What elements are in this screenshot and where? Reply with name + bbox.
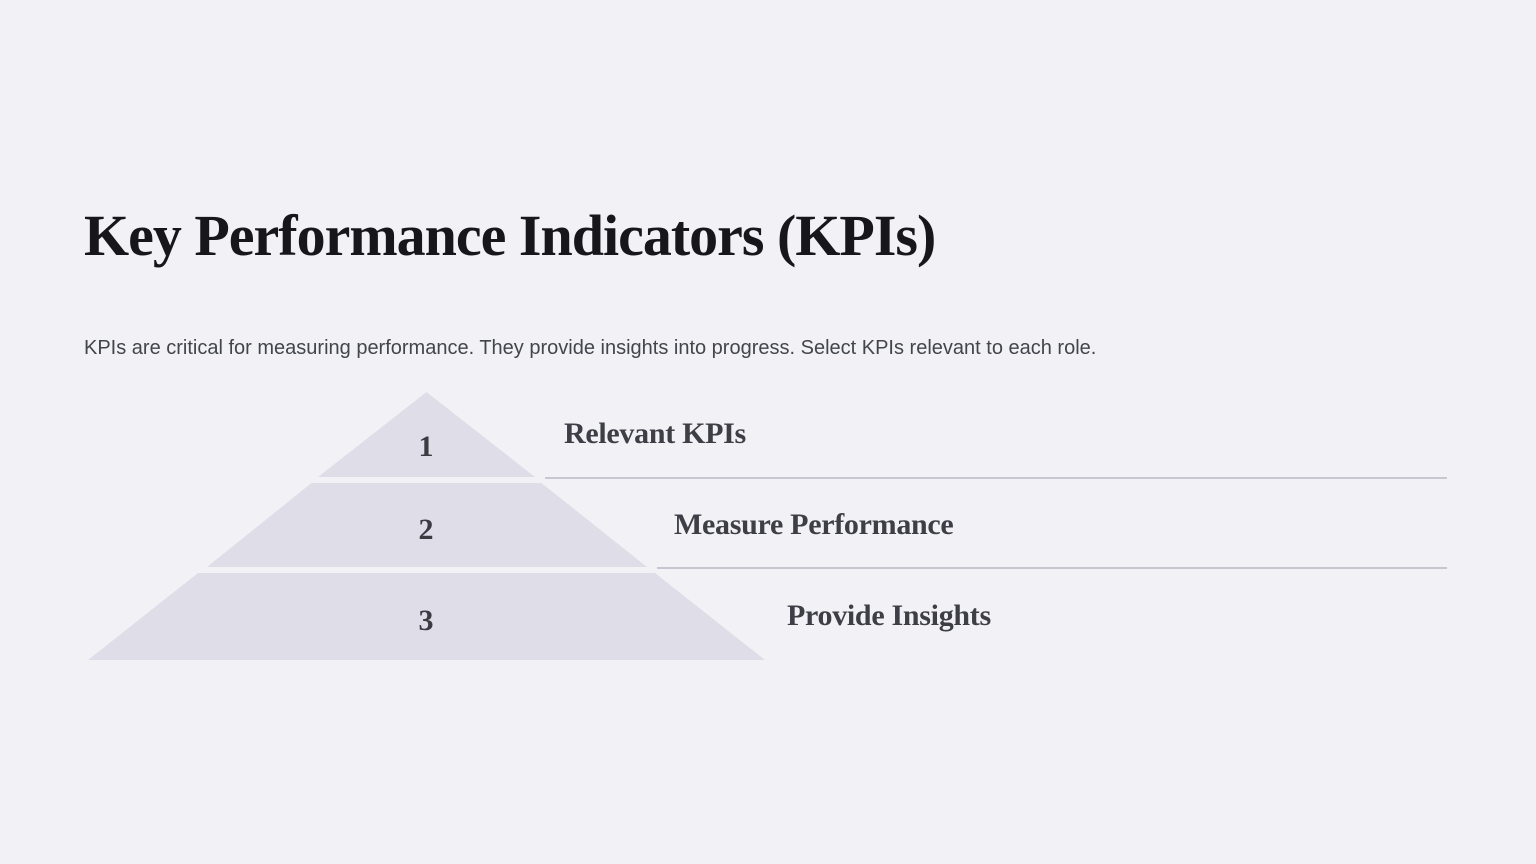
page-title: Key Performance Indicators (KPIs) [84, 203, 936, 268]
pyramid-level-2-label: Measure Performance [674, 508, 954, 541]
pyramid-level-1-label: Relevant KPIs [564, 417, 746, 450]
pyramid-level-3-label: Provide Insights [787, 599, 991, 632]
slide-subtitle: KPIs are critical for measuring performa… [84, 337, 1097, 359]
pyramid-level-3-shape [88, 573, 765, 660]
level-2-divider-line [657, 567, 1447, 569]
pyramid-level-1-number: 1 [418, 430, 434, 463]
pyramid-level-2-number: 2 [418, 513, 434, 546]
pyramid-level-3-number: 3 [418, 604, 434, 637]
level-1-divider-line [545, 477, 1447, 479]
